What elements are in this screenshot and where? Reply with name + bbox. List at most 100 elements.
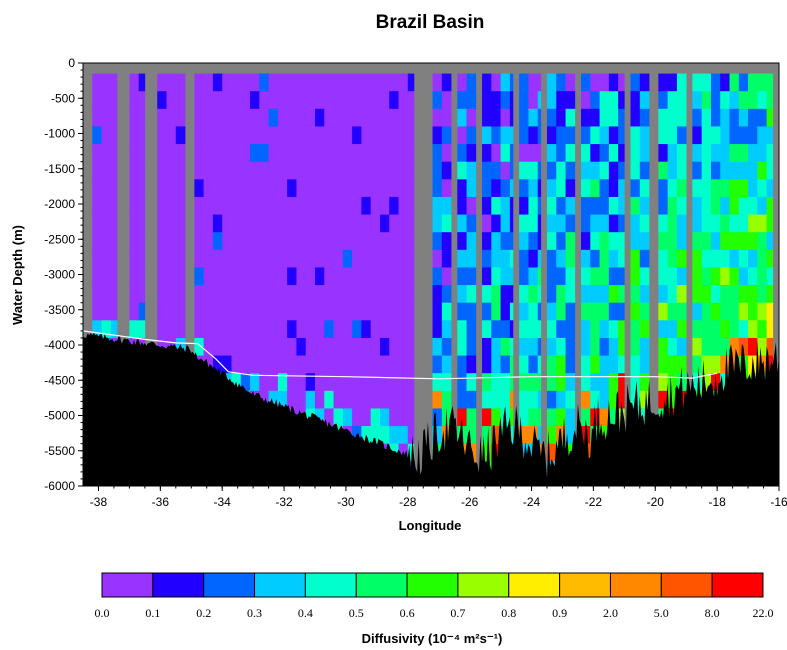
diffusivity-cell [259, 196, 269, 215]
diffusivity-cell [618, 214, 625, 233]
diffusivity-cell [556, 161, 566, 180]
diffusivity-cell [766, 285, 774, 303]
diffusivity-cell [352, 161, 362, 180]
diffusivity-cell [287, 214, 297, 233]
diffusivity-cell [720, 179, 730, 198]
diffusivity-cell [658, 390, 668, 409]
diffusivity-cell [441, 179, 452, 198]
x-tick-label: -28 [399, 495, 417, 509]
colorbar-tick-label: 5.0 [654, 606, 669, 620]
diffusivity-cell [259, 320, 269, 339]
diffusivity-cell [333, 179, 344, 198]
diffusivity-cell [457, 355, 467, 374]
diffusivity-cell [491, 214, 501, 233]
diffusivity-cell [361, 144, 371, 162]
diffusivity-cell [110, 108, 118, 127]
diffusivity-cell [457, 285, 467, 303]
colorbar-tick-label: 0.8 [501, 606, 516, 620]
diffusivity-cell [500, 337, 511, 356]
diffusivity-cell [166, 249, 177, 268]
diffusivity-cell [231, 214, 242, 233]
colorbar-tick-label: 0.0 [95, 606, 110, 620]
diffusivity-cell [370, 196, 381, 215]
diffusivity-cell [157, 73, 167, 92]
diffusivity-cell [333, 126, 344, 145]
diffusivity-cell [129, 73, 139, 92]
diffusivity-cell [407, 126, 415, 145]
diffusivity-cell [231, 126, 242, 145]
diffusivity-cell [333, 214, 344, 233]
diffusivity-cell [407, 249, 415, 268]
plot-area [82, 63, 779, 487]
diffusivity-cell [537, 179, 542, 198]
diffusivity-cell [398, 232, 409, 251]
diffusivity-cell [500, 320, 511, 339]
diffusivity-cell [240, 179, 251, 198]
diffusivity-cell [222, 91, 232, 110]
diffusivity-cell [305, 196, 316, 215]
colorbar-tick-label: 22.0 [753, 606, 774, 620]
diffusivity-cell [305, 91, 316, 110]
diffusivity-cell [166, 126, 177, 145]
diffusivity-cell [608, 320, 619, 339]
diffusivity-cell [738, 214, 749, 233]
diffusivity-cell [457, 73, 467, 92]
diffusivity-cell [630, 144, 641, 162]
diffusivity-cell [222, 144, 232, 162]
diffusivity-cell [129, 126, 139, 145]
diffusivity-cell [361, 126, 371, 145]
diffusivity-cell [509, 302, 514, 321]
diffusivity-cell [277, 73, 288, 92]
diffusivity-cell [240, 144, 251, 162]
diffusivity-cell [315, 126, 325, 145]
diffusivity-cell [194, 179, 204, 198]
diffusivity-cell [590, 144, 600, 162]
diffusivity-cell [590, 249, 600, 268]
diffusivity-cell [432, 373, 443, 392]
diffusivity-cell [342, 408, 353, 427]
diffusivity-cell [528, 126, 539, 145]
diffusivity-cell [630, 373, 641, 392]
diffusivity-cell [432, 390, 443, 409]
diffusivity-cell [389, 302, 399, 321]
diffusivity-cell [324, 214, 334, 233]
diffusivity-cell [203, 267, 214, 286]
diffusivity-cell [565, 179, 576, 198]
diffusivity-cell [287, 196, 297, 215]
diffusivity-cell [175, 285, 186, 303]
diffusivity-cell [342, 390, 353, 409]
diffusivity-cell [231, 232, 242, 251]
diffusivity-cell [676, 73, 687, 92]
diffusivity-cell [296, 355, 307, 374]
diffusivity-cell [361, 320, 371, 339]
diffusivity-cell [389, 337, 399, 356]
diffusivity-cell [305, 267, 316, 286]
diffusivity-cell [658, 161, 668, 180]
diffusivity-cell [101, 302, 112, 321]
diffusivity-cell [491, 144, 501, 162]
diffusivity-cell [259, 73, 269, 92]
diffusivity-cell [692, 267, 702, 286]
diffusivity-cell [222, 249, 232, 268]
diffusivity-cell [250, 267, 260, 286]
chart-title: Brazil Basin [376, 12, 485, 33]
diffusivity-cell [315, 355, 325, 374]
bathymetry [83, 332, 779, 486]
diffusivity-cell [389, 161, 399, 180]
diffusivity-cell [203, 196, 214, 215]
diffusivity-cell [441, 337, 452, 356]
diffusivity-cell [599, 337, 610, 356]
diffusivity-cell [231, 161, 242, 180]
diffusivity-cell [110, 267, 118, 286]
diffusivity-cell [757, 337, 767, 356]
diffusivity-cell [729, 320, 740, 339]
diffusivity-cell [157, 285, 167, 303]
diffusivity-cell [129, 320, 139, 339]
diffusivity-cell [287, 285, 297, 303]
diffusivity-cell [667, 373, 678, 392]
diffusivity-cell [398, 408, 409, 427]
diffusivity-cell [590, 373, 600, 392]
diffusivity-cell [608, 161, 619, 180]
diffusivity-cell [482, 214, 492, 233]
diffusivity-cell [590, 196, 600, 215]
